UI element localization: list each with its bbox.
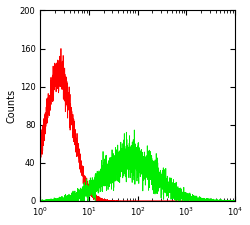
Y-axis label: Counts: Counts	[7, 89, 17, 123]
